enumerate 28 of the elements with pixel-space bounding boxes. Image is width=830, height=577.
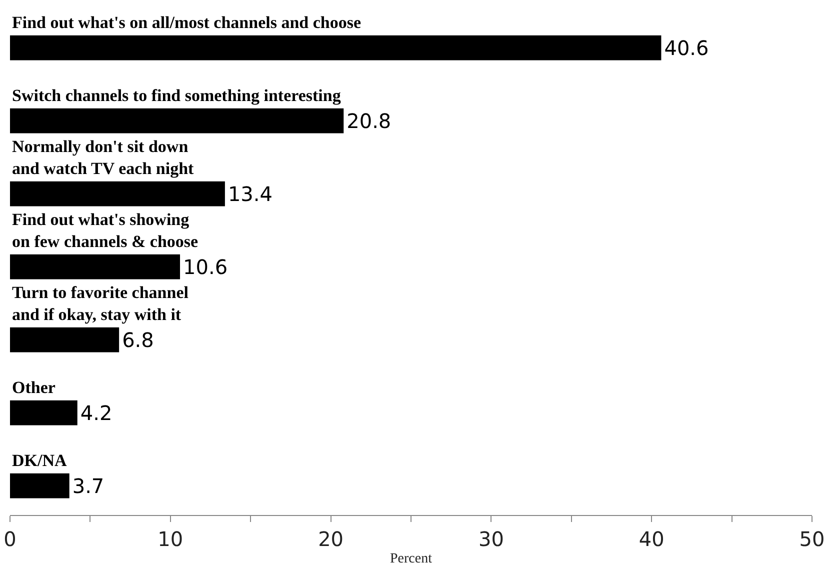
x-tick-label: 0 — [4, 527, 16, 551]
y-tick-label: DK/NA — [12, 451, 68, 470]
bar — [10, 181, 225, 206]
y-tick-label: Find out what's on all/most channels and choose — [12, 13, 362, 32]
x-tick-label: 20 — [318, 527, 344, 551]
x-tick-label: 50 — [799, 527, 825, 551]
y-tick-label: Turn to favorite channel and if okay, stay with it — [12, 283, 189, 324]
bar — [10, 327, 120, 352]
y-tick-label: Switch channels to find something interesting — [12, 86, 342, 105]
bar — [10, 108, 344, 134]
bar — [10, 473, 70, 498]
bar — [10, 254, 180, 280]
data-label: 6.8 — [122, 328, 154, 352]
data-label: 13.4 — [228, 182, 272, 206]
data-label: 20.8 — [346, 108, 392, 133]
data-label: 4.2 — [80, 400, 112, 425]
y-tick-label: Normally don't sit down and watch TV each night — [12, 137, 194, 178]
x-axis-title: Percent — [390, 551, 432, 566]
y-tick-label: Other — [12, 378, 56, 397]
x-tick-label: 30 — [478, 527, 504, 551]
x-tick-label: 10 — [158, 527, 184, 551]
bar — [10, 35, 662, 60]
bar — [10, 400, 78, 426]
x-tick-label: 40 — [638, 527, 664, 551]
data-label: 10.6 — [183, 254, 228, 279]
data-label: 3.7 — [72, 474, 104, 498]
y-tick-label: Find out what's showing on few channels & choose — [12, 210, 199, 252]
data-label: 40.6 — [664, 36, 709, 60]
